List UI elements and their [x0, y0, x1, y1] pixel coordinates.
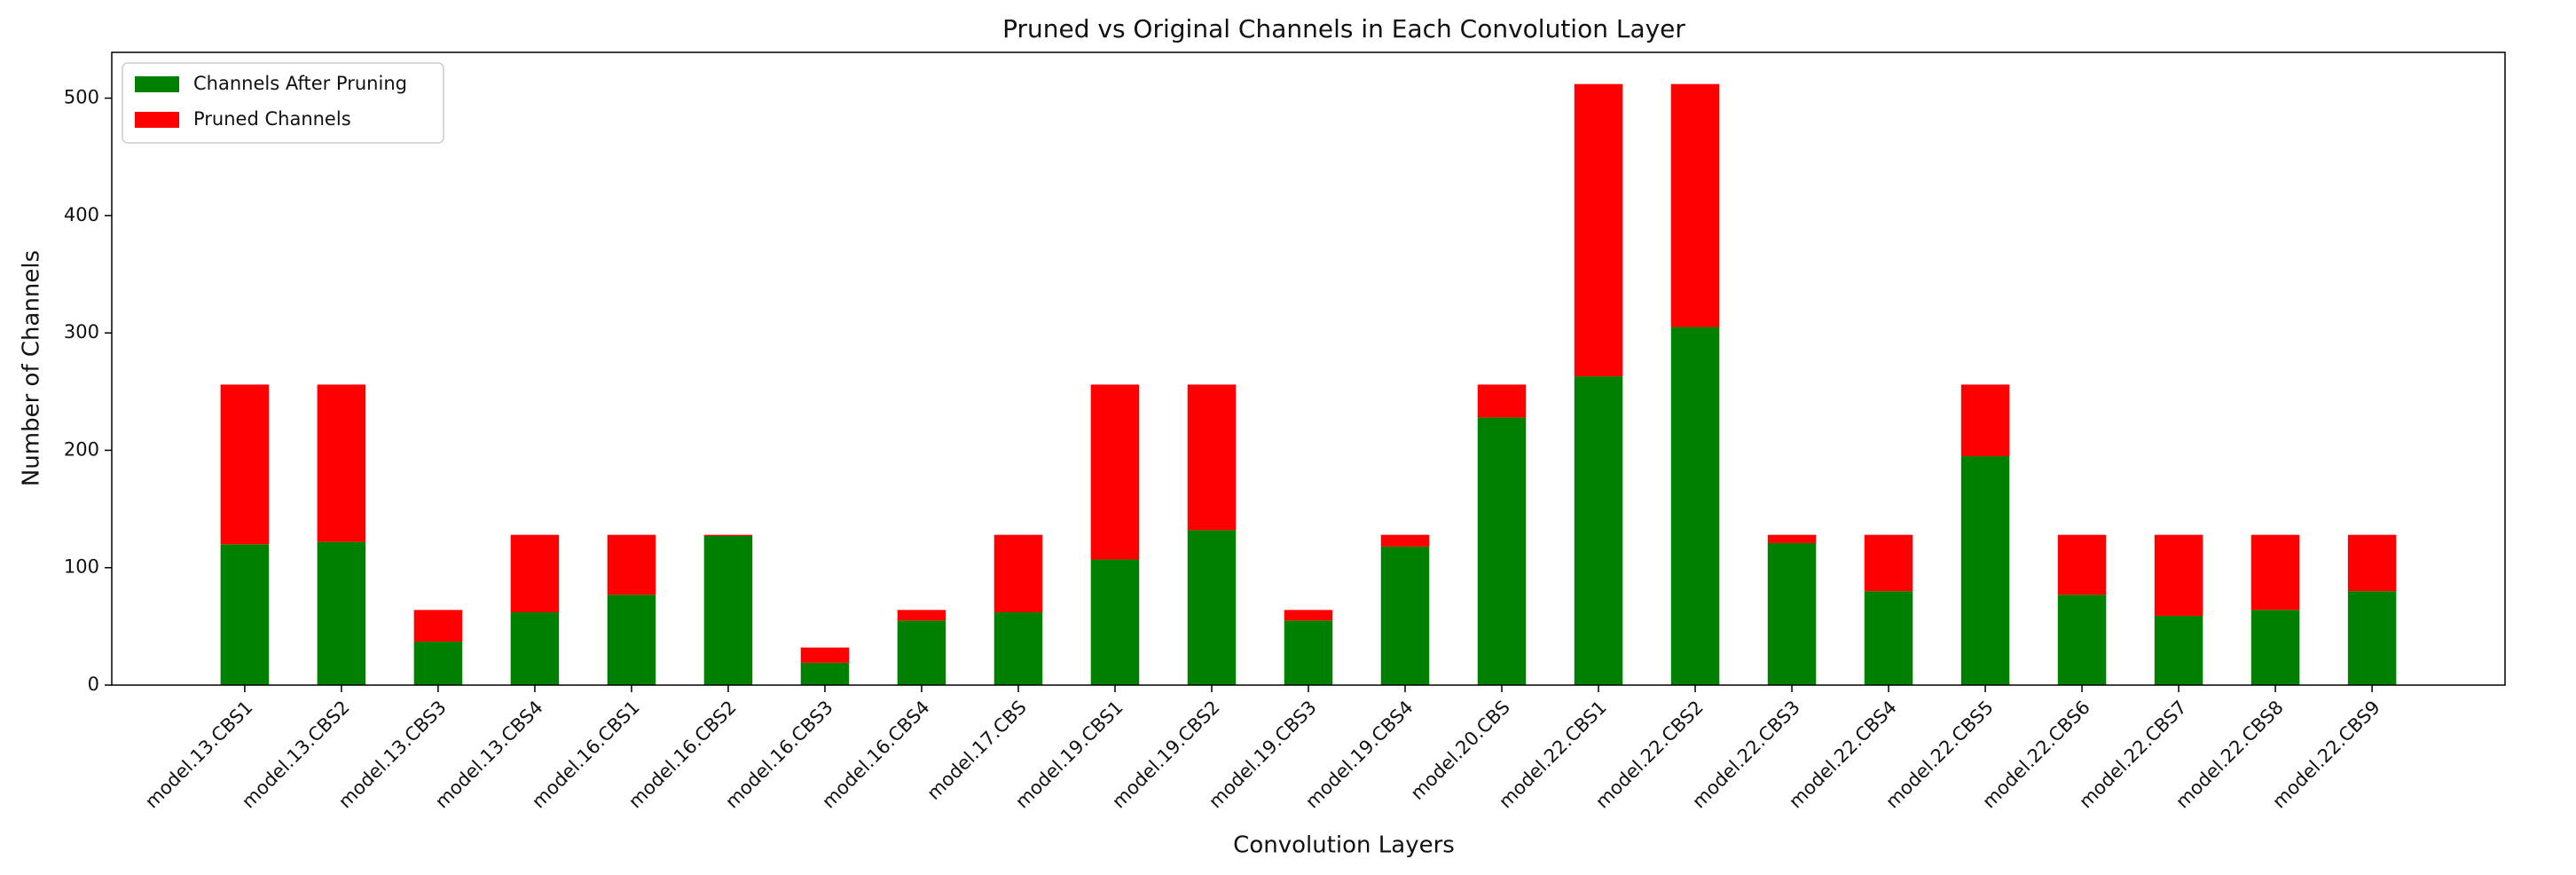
bar-segment: [993, 534, 1043, 612]
bar-segment: [703, 534, 753, 537]
x-tick-label: model.19.CBS4: [1301, 697, 1418, 813]
legend-box: [122, 62, 444, 144]
x-tick-label: model.22.CBS9: [2268, 697, 2384, 813]
bar-segment: [897, 610, 946, 621]
x-tick-label: model.16.CBS4: [818, 697, 934, 813]
bar-segment: [2347, 591, 2397, 685]
bar-segment: [1187, 530, 1237, 685]
bar-segment: [413, 642, 463, 685]
bar-segment: [897, 620, 946, 685]
legend-swatch: [135, 112, 179, 128]
bar-segment: [800, 647, 850, 663]
chart-title: Pruned vs Original Channels in Each Conv…: [1002, 14, 1685, 43]
y-axis-label: Number of Channels: [19, 250, 45, 486]
bar-segment: [1670, 83, 1720, 327]
bar-segment: [220, 544, 270, 685]
x-tick-label: model.20.CBS: [1407, 697, 1514, 804]
bar-segment: [1477, 384, 1527, 418]
bar-segment: [703, 536, 753, 685]
bar-segment: [1864, 591, 1913, 685]
y-tick-label: 300: [64, 321, 99, 343]
bar-segment: [800, 662, 850, 685]
bar-segment: [2154, 534, 2203, 616]
bar-segment: [607, 595, 656, 685]
bar-segment: [1767, 542, 1817, 685]
bar-segment: [1380, 534, 1430, 547]
y-tick-label: 400: [64, 204, 99, 225]
legend-swatch: [135, 76, 179, 92]
bar-segment: [317, 541, 366, 685]
bar-segment: [2250, 534, 2300, 611]
bar-segment: [2057, 534, 2107, 595]
bar-segment: [2347, 534, 2397, 592]
bar-segment: [1090, 384, 1140, 560]
bar-segment: [1864, 534, 1913, 592]
bar-segment: [1090, 559, 1140, 685]
y-tick-label: 500: [64, 87, 99, 108]
bar-segment: [510, 611, 560, 685]
bar-segment: [607, 534, 656, 595]
bar-segment: [413, 610, 463, 642]
legend-label: Pruned Channels: [193, 108, 351, 130]
bar-segment: [220, 384, 270, 545]
bar-segment: [1574, 83, 1623, 377]
x-tick-label: model.17.CBS: [923, 697, 1030, 804]
plot-frame: [111, 51, 2506, 686]
y-tick-label: 100: [64, 556, 99, 578]
y-tick-label: 200: [64, 438, 99, 460]
bar-segment: [2154, 615, 2203, 685]
bar-segment: [510, 534, 560, 612]
bar-segment: [317, 384, 366, 542]
legend: Channels After Pruning Pruned Channels: [122, 62, 444, 144]
bar-segment: [1960, 456, 2010, 685]
bar-segment: [1574, 376, 1623, 685]
bar-segment: [1187, 384, 1237, 531]
bar-segment: [1284, 620, 1333, 685]
bar-segment: [993, 611, 1043, 685]
legend-label: Channels After Pruning: [193, 73, 407, 94]
x-axis-label: Convolution Layers: [1233, 832, 1455, 859]
bar-segment: [1477, 417, 1527, 685]
y-tick-label: 0: [88, 674, 99, 695]
bar-segment: [1380, 546, 1430, 685]
bar-segment: [2250, 610, 2300, 685]
bar-segment: [1670, 327, 1720, 685]
bar-segment: [2057, 595, 2107, 685]
bar-segment: [1767, 534, 1817, 543]
bar-segment: [1960, 384, 2010, 457]
bar-segment: [1284, 610, 1333, 621]
